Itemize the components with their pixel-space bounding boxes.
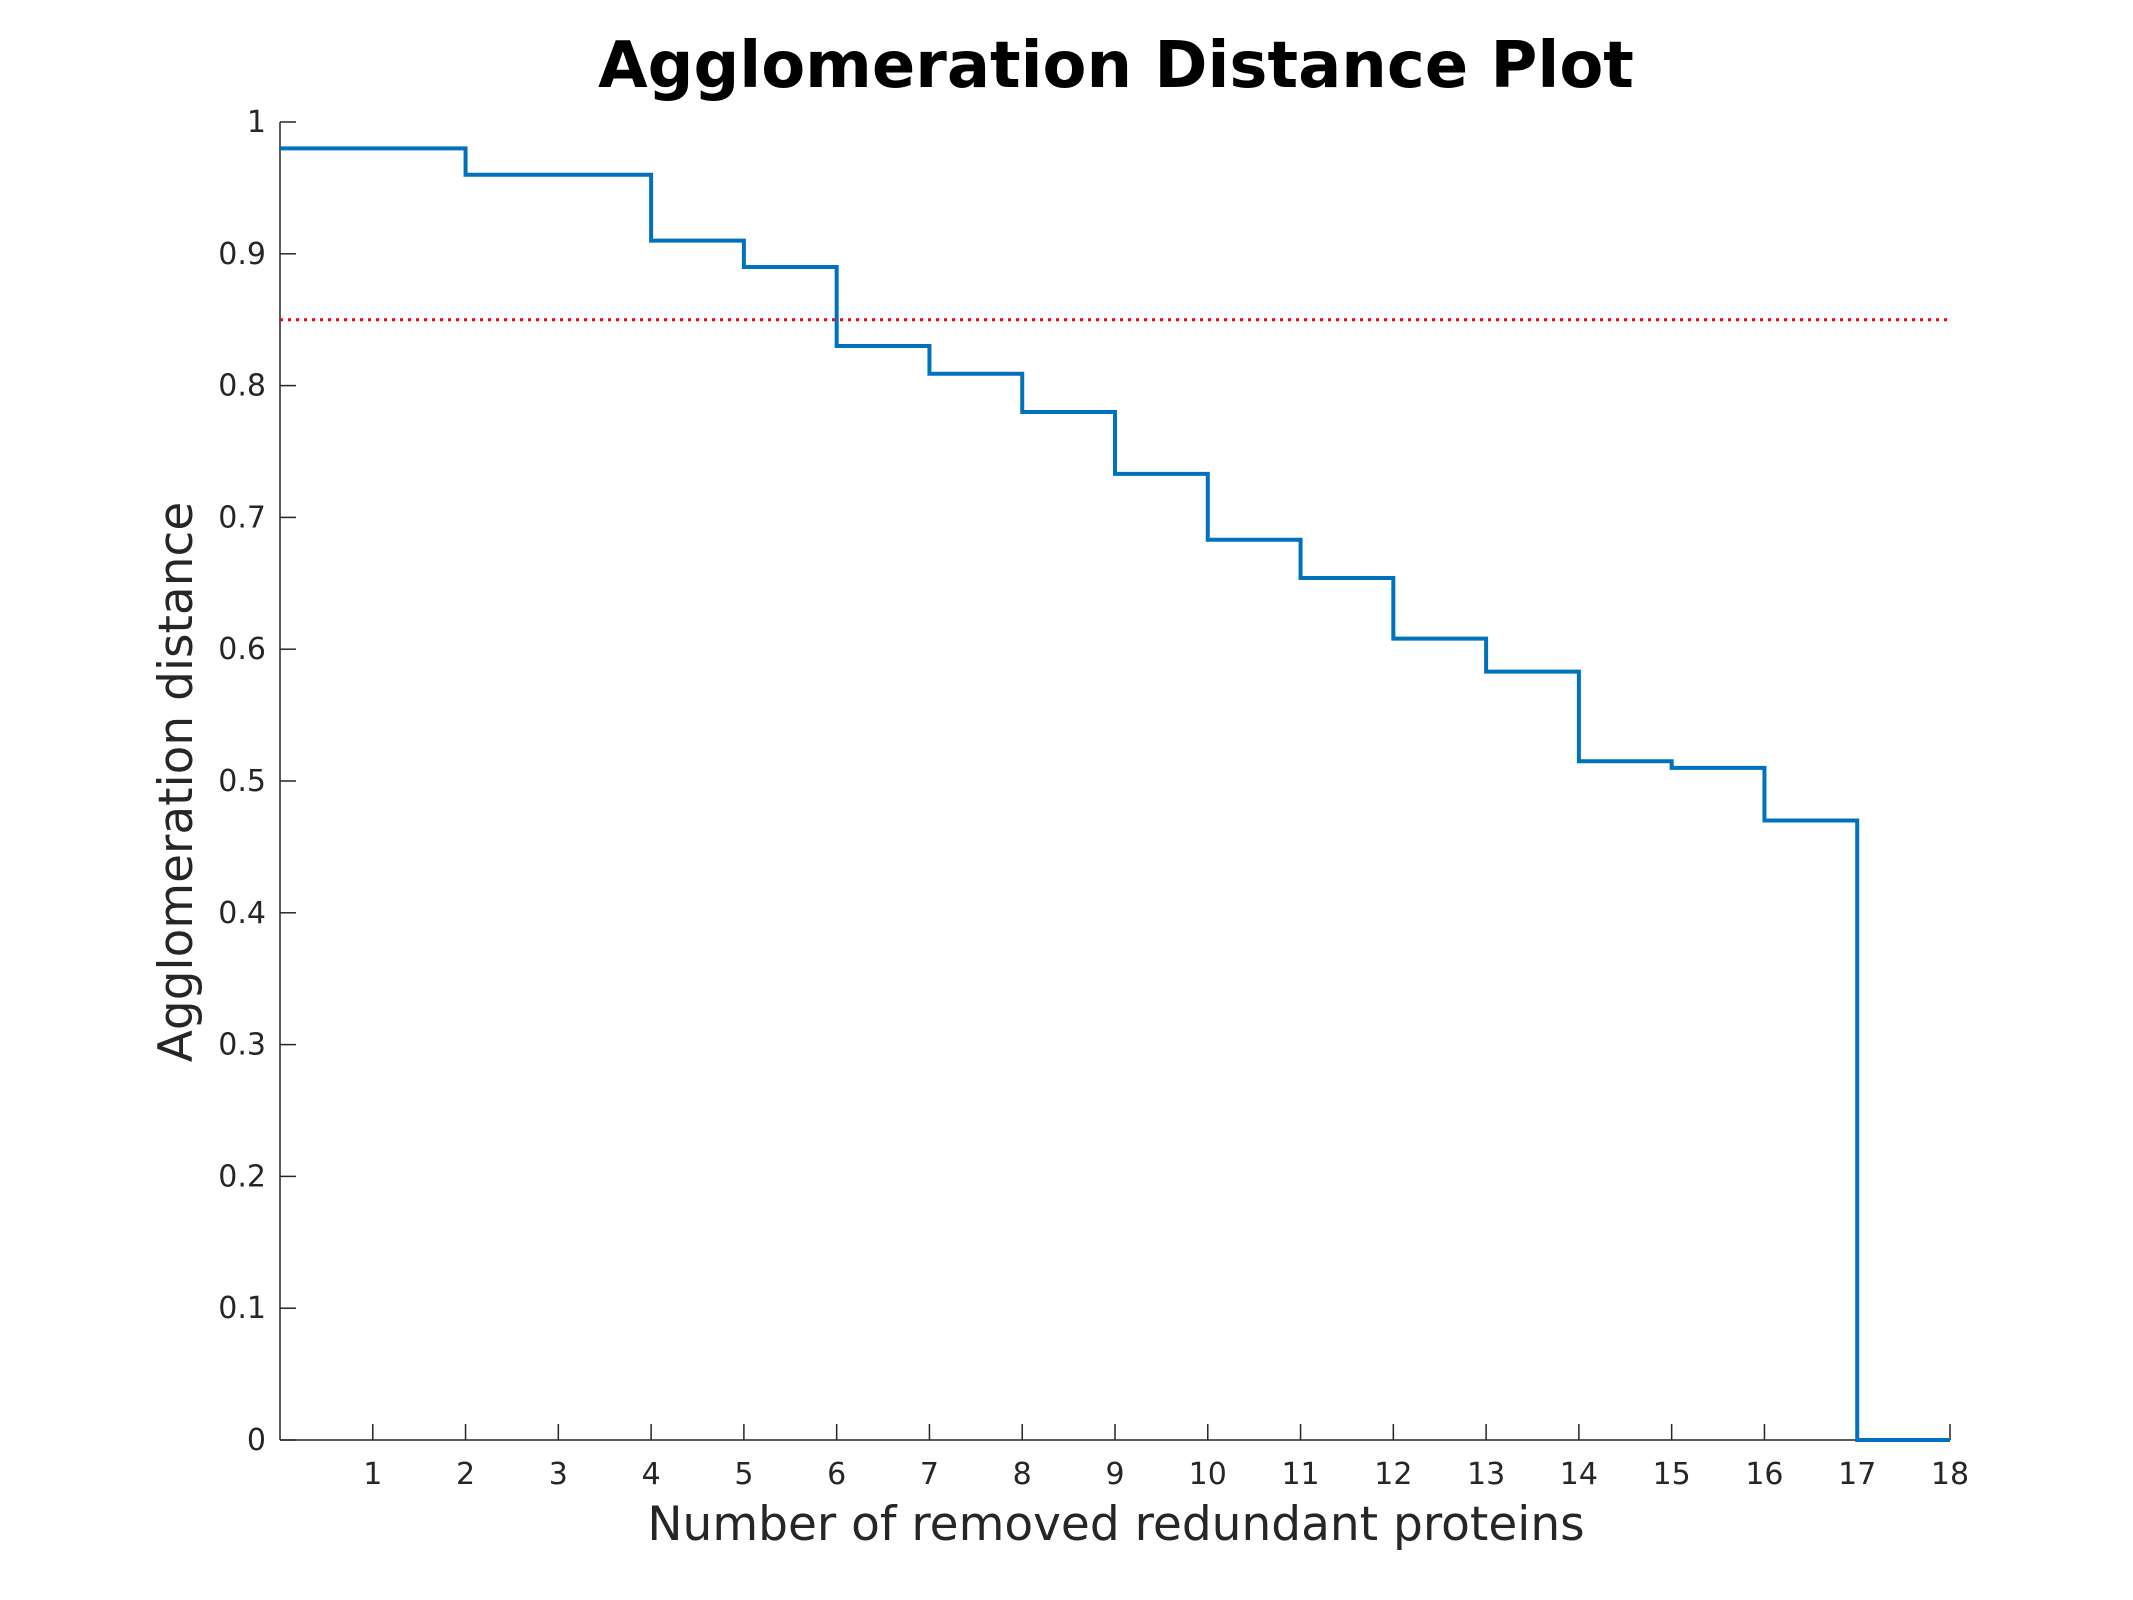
- y-tick-label: 0.5: [218, 764, 266, 799]
- x-tick-label: 7: [920, 1457, 939, 1492]
- x-tick-label: 16: [1745, 1457, 1783, 1492]
- y-tick-label: 0.4: [218, 896, 266, 931]
- x-tick-label: 6: [827, 1457, 846, 1492]
- x-axis-title: Number of removed redundant proteins: [647, 1497, 1584, 1552]
- plot-area: 1 2 3 4 5 6 7 8 9 10 11 12 13 14 15 16 17 1800.10.20.30.4…: [218, 105, 1969, 1492]
- x-tick-label: 14: [1560, 1457, 1598, 1492]
- x-tick-label: 3: [549, 1457, 568, 1492]
- x-tick-label: 15: [1653, 1457, 1691, 1492]
- x-tick-label: 17: [1838, 1457, 1876, 1492]
- y-tick-label: 0.1: [218, 1291, 266, 1326]
- x-tick-label: 11: [1281, 1457, 1319, 1492]
- x-tick-label: 9: [1105, 1457, 1124, 1492]
- chart-title: Agglomeration Distance Plot: [598, 29, 1634, 103]
- y-axis-title: Agglomeration distance: [149, 502, 204, 1063]
- x-tick-label: 8: [1013, 1457, 1032, 1492]
- x-tick-label: 2: [456, 1457, 475, 1492]
- x-tick-label: 13: [1467, 1457, 1505, 1492]
- x-tick-label: 12: [1374, 1457, 1412, 1492]
- y-tick-label: 0.2: [218, 1159, 266, 1194]
- y-tick-label: 0.8: [218, 369, 266, 404]
- step-series-line: [280, 146, 1950, 1442]
- x-tick-label: 18: [1931, 1457, 1969, 1492]
- y-tick-label: 0.6: [218, 632, 266, 667]
- y-tick-label: 0.9: [218, 237, 266, 272]
- y-tick-label: 1: [247, 105, 266, 140]
- x-tick-label: 4: [642, 1457, 661, 1492]
- x-tick-label: 5: [734, 1457, 753, 1492]
- y-tick-label: 0.3: [218, 1028, 266, 1063]
- y-tick-label: 0.7: [218, 500, 266, 535]
- y-tick-label: 0: [247, 1423, 266, 1458]
- x-tick-label: 10: [1189, 1457, 1227, 1492]
- x-tick-label: 1: [363, 1457, 382, 1492]
